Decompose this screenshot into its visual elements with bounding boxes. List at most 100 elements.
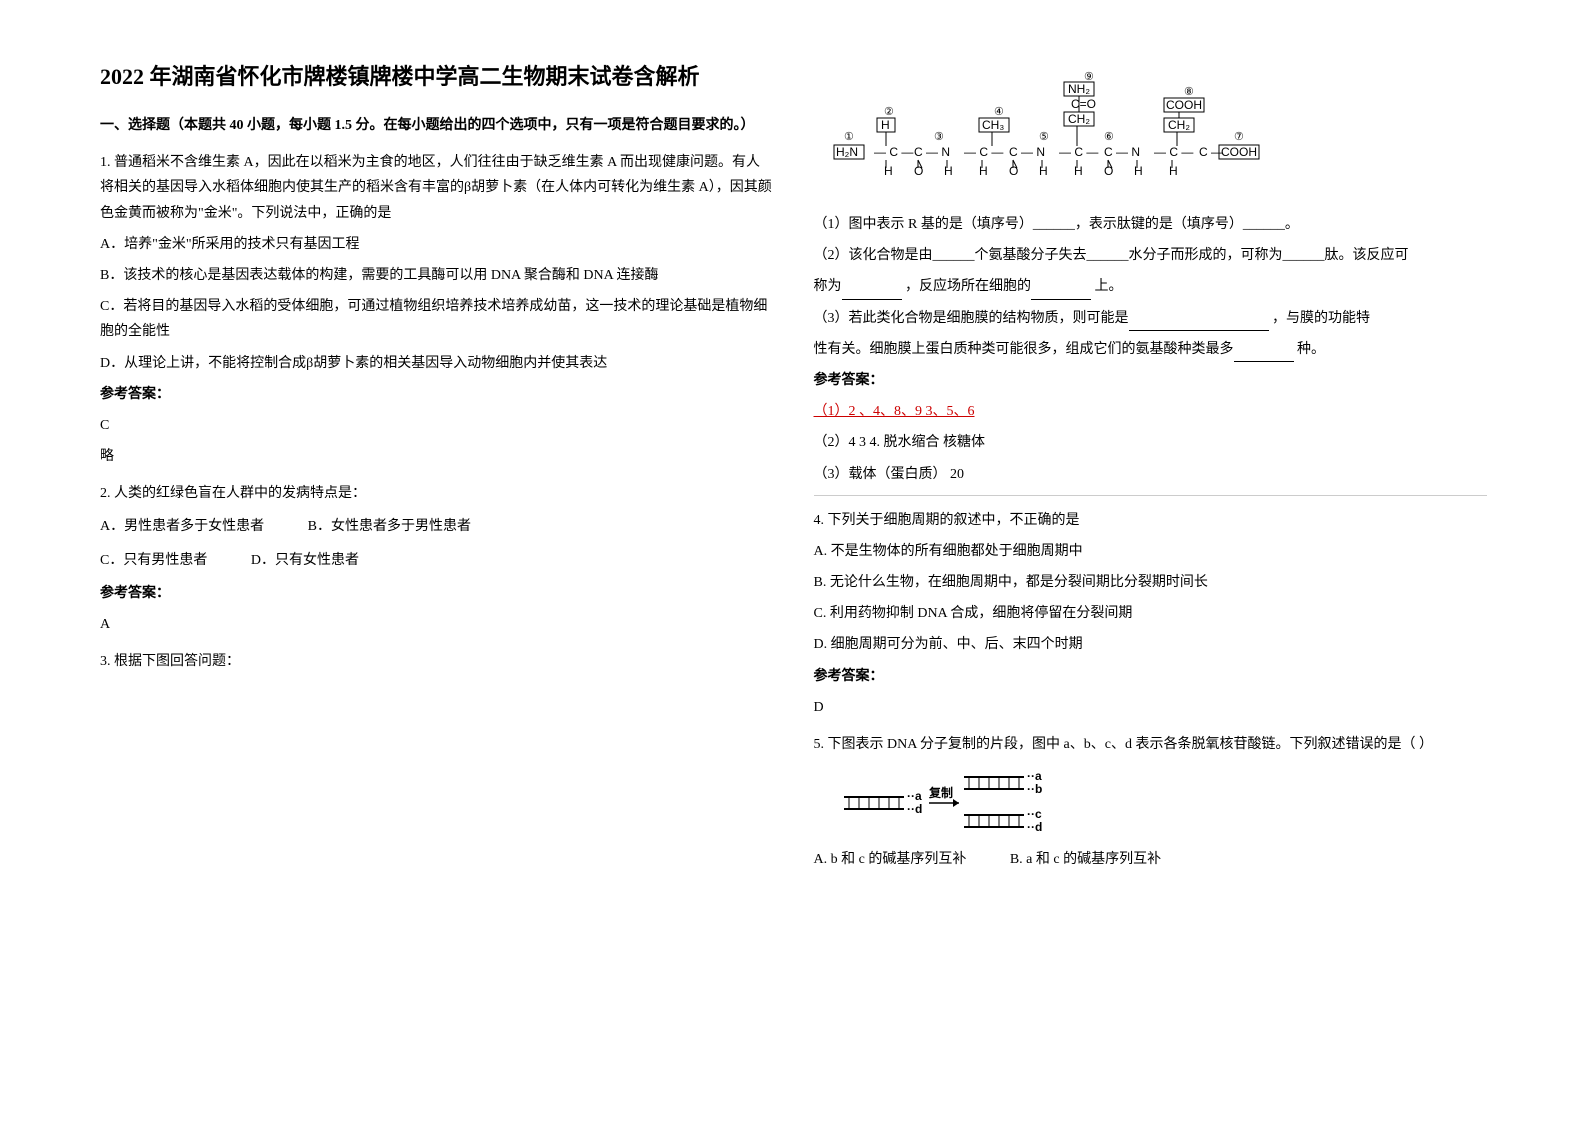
left-column: 2022 年湖南省怀化市牌楼镇牌楼中学高二生物期末试卷含解析 一、选择题（本题共… bbox=[80, 60, 794, 1062]
q2-answer-label: 参考答案： bbox=[100, 581, 774, 606]
question-3: 3. 根据下图回答问题： bbox=[100, 649, 774, 674]
q5-optB: B. a 和 c 的碱基序列互补 bbox=[1010, 847, 1161, 872]
q3-sub2-line2: 称为 ，反应场所在细胞的 上。 bbox=[814, 274, 1488, 299]
q3-answers: （1）2 、4、8、9 3、5、6 （2）4 3 4. 脱水缩合 核糖体 （3）… bbox=[814, 399, 1488, 487]
q3-sub2a: （2）该化合物是由______个氨基酸分子失去______水分子而形成的，可称为… bbox=[814, 243, 1488, 268]
q1-optA: A．培养"金米"所采用的技术只有基因工程 bbox=[100, 232, 774, 257]
q1-text: 1. 普通稻米不含维生素 A，因此在以稻米为主食的地区，人们往往由于缺乏维生素 … bbox=[100, 150, 774, 226]
q2-options-row2: C．只有男性患者 D．只有女性患者 bbox=[100, 548, 774, 573]
svg-text:⑧: ⑧ bbox=[1184, 86, 1194, 98]
svg-text:··c: ··c bbox=[1027, 807, 1042, 821]
q3-sub3-line2: 性有关。细胞膜上蛋白质种类可能很多，组成它们的氨基酸种类最多 种。 bbox=[814, 337, 1488, 362]
svg-text:CH₂: CH₂ bbox=[1068, 112, 1090, 126]
q4-answer: D bbox=[814, 695, 1488, 720]
svg-text:··a: ··a bbox=[1027, 769, 1042, 783]
svg-text:··d: ··d bbox=[907, 802, 922, 816]
dna-svg: .d{font-family:Arial;font-size:12px;font… bbox=[834, 767, 1054, 837]
q5-text: 5. 下图表示 DNA 分子复制的片段，图中 a、b、c、d 表示各条脱氧核苷酸… bbox=[814, 732, 1488, 757]
q4-optA: A. 不是生物体的所有细胞都处于细胞周期中 bbox=[814, 539, 1488, 564]
svg-text:C — N: C — N bbox=[914, 145, 950, 159]
svg-text:复制: 复制 bbox=[928, 785, 953, 800]
svg-text:— C —: — C — bbox=[964, 145, 1003, 159]
svg-text:⑥: ⑥ bbox=[1104, 131, 1114, 143]
svg-text:— C —: — C — bbox=[1059, 145, 1098, 159]
svg-text:··d: ··d bbox=[1027, 820, 1042, 834]
svg-text:C=O: C=O bbox=[1071, 97, 1096, 111]
q3-ans3: （3）载体（蛋白质） 20 bbox=[814, 462, 1488, 487]
svg-text:COOH: COOH bbox=[1166, 98, 1202, 112]
q3-sub2c: ，反应场所在细胞的 bbox=[905, 279, 1031, 294]
q3-sub3-line1: （3）若此类化合物是细胞膜的结构物质，则可能是 ，与膜的功能特 bbox=[814, 306, 1488, 331]
q2-optB: B．女性患者多于男性患者 bbox=[308, 514, 471, 539]
q4-optC: C. 利用药物抑制 DNA 合成，细胞将停留在分裂间期 bbox=[814, 601, 1488, 626]
svg-text:H: H bbox=[1169, 164, 1178, 178]
q1-answer-label: 参考答案： bbox=[100, 382, 774, 407]
q5-options: A. b 和 c 的碱基序列互补 B. a 和 c 的碱基序列互补 bbox=[814, 847, 1488, 872]
blank bbox=[842, 284, 902, 300]
q4-text: 4. 下列关于细胞周期的叙述中，不正确的是 bbox=[814, 508, 1488, 533]
q2-optA: A．男性患者多于女性患者 bbox=[100, 514, 264, 539]
q3-sub1: （1）图中表示 R 基的是（填序号）______，表示肽键的是（填序号）____… bbox=[814, 212, 1488, 237]
svg-text:H: H bbox=[944, 164, 953, 178]
svg-text:H: H bbox=[979, 164, 988, 178]
q3-sub2d: 上。 bbox=[1095, 279, 1123, 294]
section-header: 一、选择题（本题共 40 小题，每小题 1.5 分。在每小题给出的四个选项中，只… bbox=[100, 113, 774, 138]
q3-text: 3. 根据下图回答问题： bbox=[100, 649, 774, 674]
svg-text:H: H bbox=[1134, 164, 1143, 178]
svg-text:O: O bbox=[1009, 164, 1018, 178]
q1-note: 略 bbox=[100, 444, 774, 469]
peptide-diagram: .lbl { font-family: Arial; font-size: 12… bbox=[814, 70, 1488, 200]
svg-text:— C —: — C — bbox=[1154, 145, 1193, 159]
q3-sub2b: 称为 bbox=[814, 279, 842, 294]
right-column: .lbl { font-family: Arial; font-size: 12… bbox=[794, 60, 1508, 1062]
question-5: 5. 下图表示 DNA 分子复制的片段，图中 a、b、c、d 表示各条脱氧核苷酸… bbox=[814, 732, 1488, 872]
svg-text:⑤: ⑤ bbox=[1039, 131, 1049, 143]
svg-text:H₂N: H₂N bbox=[836, 145, 858, 159]
question-2: 2. 人类的红绿色盲在人群中的发病特点是： A．男性患者多于女性患者 B．女性患… bbox=[100, 481, 774, 637]
divider bbox=[814, 495, 1488, 496]
svg-text:··a: ··a bbox=[907, 789, 922, 803]
svg-text:CH₃: CH₃ bbox=[982, 118, 1004, 132]
blank bbox=[1031, 284, 1091, 300]
q2-optD: D．只有女性患者 bbox=[251, 548, 359, 573]
q3-subs: （1）图中表示 R 基的是（填序号）______，表示肽键的是（填序号）____… bbox=[814, 212, 1488, 496]
q1-optC: C．若将目的基因导入水稻的受体细胞，可通过植物组织培养技术培养成幼苗，这一技术的… bbox=[100, 294, 774, 344]
blank bbox=[1234, 346, 1294, 362]
svg-text:H: H bbox=[884, 164, 893, 178]
q1-answer: C bbox=[100, 413, 774, 438]
svg-text:O: O bbox=[1104, 164, 1113, 178]
dna-diagram: .d{font-family:Arial;font-size:12px;font… bbox=[834, 767, 1488, 837]
question-1: 1. 普通稻米不含维生素 A，因此在以稻米为主食的地区，人们往往由于缺乏维生素 … bbox=[100, 150, 774, 469]
svg-text:CH₂: CH₂ bbox=[1168, 118, 1190, 132]
q5-optA: A. b 和 c 的碱基序列互补 bbox=[814, 847, 967, 872]
svg-text:①: ① bbox=[844, 131, 854, 143]
q3-ans2: （2）4 3 4. 脱水缩合 核糖体 bbox=[814, 430, 1488, 455]
svg-text:②: ② bbox=[884, 106, 894, 118]
q3-sub3d: 种。 bbox=[1297, 342, 1325, 357]
svg-text:COOH: COOH bbox=[1221, 145, 1257, 159]
svg-text:C —: C — bbox=[1199, 145, 1223, 159]
blank bbox=[1129, 315, 1269, 331]
q2-optC: C．只有男性患者 bbox=[100, 548, 207, 573]
svg-text:— C —: — C — bbox=[874, 145, 913, 159]
q3-answer-label: 参考答案： bbox=[814, 368, 1488, 393]
q1-optB: B．该技术的核心是基因表达载体的构建，需要的工具酶可以用 DNA 聚合酶和 DN… bbox=[100, 263, 774, 288]
svg-text:③: ③ bbox=[934, 131, 944, 143]
peptide-svg: .lbl { font-family: Arial; font-size: 12… bbox=[814, 70, 1294, 200]
svg-text:C — N: C — N bbox=[1104, 145, 1140, 159]
q3-sub3b: ，与膜的功能特 bbox=[1272, 311, 1370, 326]
q2-text: 2. 人类的红绿色盲在人群中的发病特点是： bbox=[100, 481, 774, 506]
q3-ans1: （1）2 、4、8、9 3、5、6 bbox=[814, 399, 1488, 424]
svg-text:··b: ··b bbox=[1027, 782, 1042, 796]
question-4: 4. 下列关于细胞周期的叙述中，不正确的是 A. 不是生物体的所有细胞都处于细胞… bbox=[814, 508, 1488, 720]
svg-text:H: H bbox=[1039, 164, 1048, 178]
q4-optD: D. 细胞周期可分为前、中、后、末四个时期 bbox=[814, 632, 1488, 657]
q2-answer: A bbox=[100, 612, 774, 637]
svg-text:④: ④ bbox=[994, 106, 1004, 118]
q4-optB: B. 无论什么生物，在细胞周期中，都是分裂间期比分裂期时间长 bbox=[814, 570, 1488, 595]
q1-optD: D．从理论上讲，不能将控制合成β胡萝卜素的相关基因导入动物细胞内并使其表达 bbox=[100, 351, 774, 376]
svg-text:⑦: ⑦ bbox=[1234, 131, 1244, 143]
q4-answer-label: 参考答案： bbox=[814, 664, 1488, 689]
q2-options-row1: A．男性患者多于女性患者 B．女性患者多于男性患者 bbox=[100, 514, 774, 539]
svg-text:H: H bbox=[881, 118, 890, 132]
